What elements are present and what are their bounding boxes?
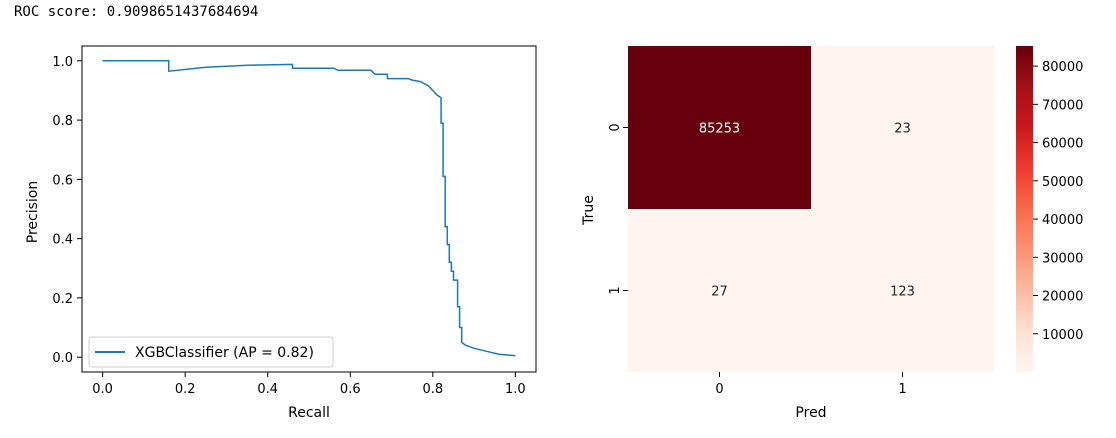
pr-legend-label: XGBClassifier (AP = 0.82) xyxy=(135,345,314,361)
pr-y-tick-label: 0.8 xyxy=(52,114,73,129)
cm-colorbar-tick-label: 50000 xyxy=(1042,175,1083,190)
pr-y-tick-label: 0.0 xyxy=(52,351,73,366)
cm-y-ticks: 01 xyxy=(608,123,628,295)
pr-x-ticks: 0.0 0.2 0.4 0.6 0.8 1.0 xyxy=(92,372,526,397)
cm-cell-value: 123 xyxy=(890,285,915,300)
pr-legend: XGBClassifier (AP = 0.82) xyxy=(88,336,334,368)
cm-cell xyxy=(628,209,811,372)
cm-colorbar: 10000 20000 30000 40000 50000 60000 70000 80000 xyxy=(1016,46,1083,372)
cm-colorbar-tick-label: 10000 xyxy=(1042,328,1083,343)
pr-legend-box xyxy=(88,336,334,368)
cm-x-tick-label: 1 xyxy=(898,382,906,397)
pr-x-tick-label: 0.4 xyxy=(257,382,278,397)
cm-y-axis-label: True xyxy=(581,195,597,226)
cm-colorbar-tick-label: 40000 xyxy=(1042,213,1083,228)
pr-x-tick-label: 0.2 xyxy=(175,382,196,397)
cm-y-tick-label: 0 xyxy=(608,123,623,131)
cm-colorbar-tick-label: 30000 xyxy=(1042,251,1083,266)
pr-y-tick-label: 0.4 xyxy=(52,233,73,248)
cm-colorbar-tick-label: 60000 xyxy=(1042,137,1083,152)
pr-x-tick-label: 0.6 xyxy=(340,382,361,397)
pr-y-tick-label: 0.2 xyxy=(52,292,73,307)
cm-cell xyxy=(811,209,994,372)
cm-cells: 85253 23 27 123 xyxy=(628,46,994,372)
cm-y-tick-label: 1 xyxy=(608,286,623,294)
cm-colorbar-tick-label: 20000 xyxy=(1042,290,1083,305)
pr-y-tick-label: 0.6 xyxy=(52,173,73,188)
cm-cell xyxy=(811,46,994,209)
pr-x-tick-label: 0.0 xyxy=(92,382,113,397)
pr-axes-frame xyxy=(81,45,537,373)
cm-x-tick-label: 0 xyxy=(715,382,723,397)
roc-score-output: ROC score: 0.9098651437684694 xyxy=(14,4,259,20)
precision-recall-chart: 0.0 0.2 0.4 0.6 0.8 1.0 0.0 0.2 0.4 0.6 0.8 1.0 Re… xyxy=(25,45,537,421)
cm-colorbar-gradient xyxy=(1016,46,1033,372)
cm-cell-value: 23 xyxy=(894,122,911,137)
pr-y-tick-label: 1.0 xyxy=(52,55,73,70)
cm-colorbar-ticks: 10000 20000 30000 40000 50000 60000 70000 80000 xyxy=(1033,60,1083,343)
pr-x-tick-label: 0.8 xyxy=(422,382,443,397)
pr-curve-line xyxy=(102,60,516,357)
pr-x-axis-label: Recall xyxy=(288,405,330,421)
cm-x-axis-label: Pred xyxy=(795,405,826,421)
cm-colorbar-tick-label: 70000 xyxy=(1042,98,1083,113)
pr-x-tick-label: 1.0 xyxy=(505,382,526,397)
pr-y-ticks: 0.0 0.2 0.4 0.6 0.8 1.0 xyxy=(52,55,82,366)
cm-cell-value: 85253 xyxy=(699,122,740,137)
cm-colorbar-tick-label: 80000 xyxy=(1042,60,1083,75)
cm-cell-value: 27 xyxy=(711,285,728,300)
pr-y-axis-label: Precision xyxy=(25,181,41,243)
cm-cell xyxy=(628,46,811,209)
